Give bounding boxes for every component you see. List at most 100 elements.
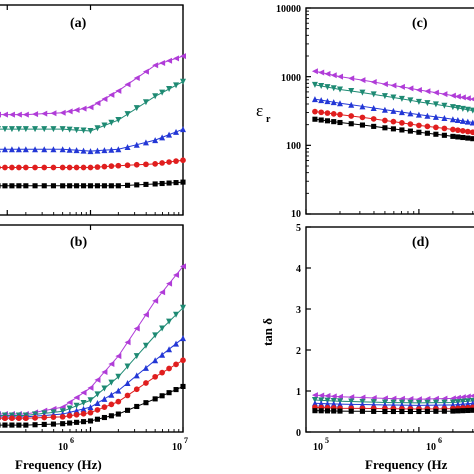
y-tick-label-c-3: 10: [291, 209, 301, 220]
data-point-a-1-13: [94, 125, 101, 132]
data-point-a-4-14: [101, 183, 107, 189]
svg-text:7: 7: [184, 436, 188, 445]
data-point-c-2-16: [449, 116, 456, 123]
data-point-b-1-21: [159, 325, 166, 332]
data-point-c-4-15: [441, 132, 447, 138]
data-point-c-4-17: [455, 134, 461, 140]
data-point-a-4-1: [2, 183, 8, 189]
y-tick-label-d-2: 3: [296, 305, 301, 316]
data-point-d-4-5: [348, 408, 354, 414]
data-point-a-2-10: [73, 147, 80, 154]
data-point-a-3-11: [80, 164, 87, 171]
data-point-b-1-17: [124, 363, 131, 370]
data-point-a-3-9: [66, 164, 73, 171]
data-point-b-4-24: [180, 383, 186, 390]
plot-a: [0, 5, 186, 215]
data-point-b-1-18: [133, 353, 140, 360]
data-point-b-1-19: [142, 342, 149, 349]
data-point-d-2-3: [330, 400, 337, 407]
data-point-b-2-10: [73, 407, 80, 414]
data-point-c-0-3: [330, 72, 337, 79]
data-point-a-4-19: [143, 181, 149, 187]
data-point-a-0-13: [94, 100, 101, 107]
data-point-b-4-19: [143, 400, 149, 406]
data-point-b-3-15: [108, 401, 115, 408]
data-point-a-2-20: [152, 137, 159, 144]
data-point-a-4-13: [94, 183, 101, 189]
y-axis-title-c: ε r: [256, 101, 271, 125]
x-tick-label-d-0: 10 5: [313, 436, 329, 453]
data-point-c-4-3: [331, 119, 337, 125]
data-point-b-3-7: [50, 414, 57, 421]
y-tick-label-c-2: 100: [286, 141, 301, 152]
data-point-c-2-13: [424, 112, 431, 119]
data-point-d-4-2: [324, 408, 331, 414]
data-point-a-1-14: [101, 122, 108, 129]
data-point-b-2-24: [180, 335, 186, 342]
data-point-c-0-9: [390, 82, 397, 89]
data-point-c-4-11: [407, 128, 413, 134]
data-point-b-3-10: [73, 411, 80, 418]
x-axis-title-right: Frequency (Hz: [365, 457, 448, 472]
data-point-a-1-9: [66, 126, 73, 133]
data-point-a-3-4: [22, 164, 29, 171]
data-point-c-3-13: [424, 123, 431, 130]
data-point-a-0-7: [50, 110, 57, 117]
data-point-d-4-0: [312, 408, 318, 414]
data-point-a-4-4: [23, 183, 29, 189]
data-point-d-0-2: [324, 392, 331, 399]
x-tick-label-d-1: 10 6: [426, 436, 442, 453]
data-point-c-0-7: [370, 79, 377, 86]
data-point-c-2-18: [459, 117, 466, 124]
data-point-a-0-6: [41, 110, 48, 117]
data-point-b-0-24: [180, 263, 186, 270]
data-point-c-2-7: [370, 104, 377, 111]
data-point-c-0-20: [469, 97, 474, 102]
data-point-d-0-0: [311, 392, 318, 399]
data-point-d-0-20: [469, 393, 474, 399]
data-point-b-4-5: [32, 422, 38, 428]
data-point-d-4-20: [470, 407, 474, 413]
data-point-c-2-8: [381, 106, 388, 113]
data-point-a-4-17: [124, 182, 131, 188]
data-point-b-2-17: [124, 380, 131, 387]
data-point-b-4-12: [87, 418, 94, 424]
svg-text:6: 6: [438, 436, 442, 445]
data-point-b-1-23: [173, 311, 180, 318]
data-point-a-0-2: [8, 111, 15, 118]
data-point-a-4-2: [9, 183, 15, 189]
data-point-d-4-19: [465, 407, 471, 414]
data-point-c-0-5: [348, 75, 355, 82]
data-point-a-0-8: [59, 109, 66, 116]
y-tick-label-d-0: 5: [296, 223, 301, 234]
data-point-c-1-16: [449, 104, 456, 111]
data-point-b-3-12: [87, 409, 94, 416]
data-point-c-2-3: [330, 99, 337, 106]
data-point-a-4-8: [60, 183, 66, 189]
data-point-a-1-10: [73, 127, 80, 134]
data-point-a-2-4: [22, 146, 29, 153]
data-point-a-4-23: [173, 180, 179, 186]
panel-c-frame: [305, 7, 474, 215]
data-point-b-3-6: [41, 414, 48, 421]
data-point-a-4-18: [134, 182, 140, 188]
data-point-c-0-12: [415, 86, 422, 93]
plot-b: [0, 225, 186, 432]
data-point-a-1-24: [180, 78, 186, 85]
data-point-c-1-11: [407, 97, 414, 104]
data-point-c-3-17: [455, 127, 461, 134]
data-point-a-3-24: [180, 157, 186, 164]
data-point-c-3-0: [312, 108, 318, 115]
data-point-b-2-18: [133, 372, 140, 379]
data-point-c-1-19: [464, 106, 471, 113]
data-point-a-4-9: [67, 183, 73, 189]
data-point-a-0-14: [101, 96, 108, 103]
data-point-d-0-19: [464, 393, 471, 400]
data-point-a-4-21: [159, 180, 165, 187]
data-point-a-3-5: [32, 164, 38, 171]
data-point-a-4-6: [41, 183, 47, 189]
data-point-a-2-17: [124, 143, 131, 150]
data-point-c-0-0: [311, 68, 318, 75]
data-point-d-1-0: [311, 397, 318, 404]
data-point-c-2-2: [324, 98, 331, 105]
